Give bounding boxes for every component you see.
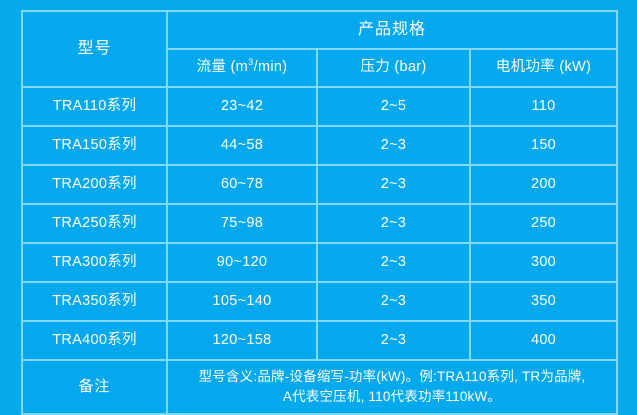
remark-text: 型号含义:品牌-设备缩写-功率(kW)。例:TRA110系列, TR为品牌, A… <box>165 359 619 415</box>
cell-model: TRA400系列 <box>21 320 168 361</box>
remark-row: 备注 型号含义:品牌-设备缩写-功率(kW)。例:TRA110系列, TR为品牌… <box>21 359 619 415</box>
cell-power: 200 <box>468 164 619 205</box>
cell-power: 400 <box>468 320 619 361</box>
cell-flow: 75~98 <box>166 203 318 244</box>
cell-power: 150 <box>468 125 619 166</box>
table-row: TRA300系列 90~120 2~3 300 <box>21 242 619 283</box>
cell-pressure: 2~3 <box>316 125 471 166</box>
header-product-spec-group: 产品规格 <box>165 10 619 50</box>
table-row: TRA350系列 105~140 2~3 350 <box>21 281 619 322</box>
cell-flow: 23~42 <box>166 86 318 127</box>
remark-label: 备注 <box>21 359 168 415</box>
table-header: 型号 产品规格 流量 (m3/min) 压力 (bar) 电机功率 (kW) <box>21 10 619 88</box>
header-flow-suffix: /min) <box>253 59 288 76</box>
cell-flow: 60~78 <box>166 164 318 205</box>
cell-flow: 105~140 <box>166 281 318 322</box>
cell-model: TRA300系列 <box>21 242 168 283</box>
cell-flow: 90~120 <box>166 242 318 283</box>
remark-line-1: 型号含义:品牌-设备缩写-功率(kW)。例:TRA110系列, TR为品牌, <box>198 369 586 385</box>
cell-flow: 44~58 <box>166 125 318 166</box>
cell-pressure: 2~3 <box>316 320 471 361</box>
table-row: TRA150系列 44~58 2~3 150 <box>21 125 619 166</box>
cell-model: TRA150系列 <box>21 125 168 166</box>
header-flow-prefix: 流量 (m <box>196 59 249 76</box>
cell-power: 250 <box>468 203 619 244</box>
header-pressure: 压力 (bar) <box>316 48 471 88</box>
cell-flow: 120~158 <box>166 320 318 361</box>
cell-pressure: 2~5 <box>316 86 471 127</box>
table-row: TRA250系列 75~98 2~3 250 <box>21 203 619 244</box>
table-body: TRA110系列 23~42 2~5 110 TRA150系列 44~58 2~… <box>21 86 619 415</box>
product-spec-table-container: 型号 产品规格 流量 (m3/min) 压力 (bar) 电机功率 (kW) T… <box>21 10 619 415</box>
cell-power: 350 <box>468 281 619 322</box>
cell-power: 110 <box>468 86 619 127</box>
header-motor-power: 电机功率 (kW) <box>468 48 619 88</box>
cell-model: TRA250系列 <box>21 203 168 244</box>
table-row: TRA400系列 120~158 2~3 400 <box>21 320 619 361</box>
cell-model: TRA350系列 <box>21 281 168 322</box>
header-row-sub: 流量 (m3/min) 压力 (bar) 电机功率 (kW) <box>22 48 619 88</box>
cell-pressure: 2~3 <box>316 164 471 205</box>
cell-model: TRA200系列 <box>21 164 168 205</box>
cell-pressure: 2~3 <box>316 281 471 322</box>
table-row: TRA200系列 60~78 2~3 200 <box>21 164 619 205</box>
cell-pressure: 2~3 <box>316 242 471 283</box>
header-flow: 流量 (m3/min) <box>166 48 318 88</box>
header-row-group: 型号 产品规格 <box>21 10 619 88</box>
cell-pressure: 2~3 <box>316 203 471 244</box>
cell-power: 300 <box>468 242 619 283</box>
cell-model: TRA110系列 <box>21 86 168 127</box>
header-model: 型号 <box>21 10 168 88</box>
table-row: TRA110系列 23~42 2~5 110 <box>21 86 619 127</box>
header-flow-superscript: 3 <box>248 57 254 69</box>
remark-line-2: A代表空压机, 110代表功率110kW。 <box>282 389 502 404</box>
product-spec-table: 型号 产品规格 流量 (m3/min) 压力 (bar) 电机功率 (kW) T… <box>21 10 619 415</box>
